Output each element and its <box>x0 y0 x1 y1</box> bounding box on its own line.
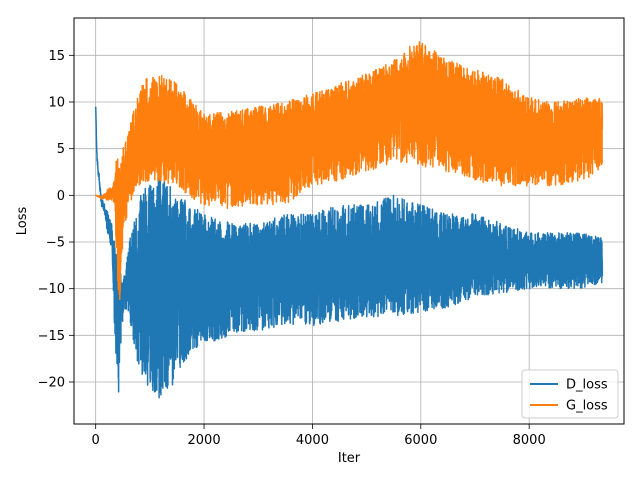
y-tick-label: −15 <box>38 329 65 344</box>
legend-label-d-loss: D_loss <box>566 378 608 393</box>
series-line-d-loss <box>94 106 604 399</box>
x-tick-label: 2000 <box>188 433 221 448</box>
x-tick-label: 4000 <box>296 433 329 448</box>
x-tick-label: 6000 <box>404 433 437 448</box>
y-axis-label: Loss <box>15 207 30 236</box>
series-line-g-loss <box>95 41 604 301</box>
x-axis-label: Iter <box>338 451 361 466</box>
y-tick-label: 15 <box>48 49 65 64</box>
y-tick-label: 0 <box>57 189 65 204</box>
series-lines <box>94 41 604 399</box>
legend: D_loss G_loss <box>521 369 619 419</box>
y-ticks: −20 −15 −10 −5 0 5 10 15 <box>38 49 74 391</box>
x-ticks: 0 2000 4000 6000 8000 <box>92 424 546 448</box>
x-tick-label: 0 <box>92 433 100 448</box>
y-tick-label: 5 <box>57 142 65 157</box>
y-tick-label: −20 <box>38 376 65 391</box>
plot-frame <box>73 17 625 425</box>
x-tick-label: 8000 <box>513 433 546 448</box>
y-tick-label: −10 <box>38 282 65 297</box>
y-tick-label: −5 <box>46 236 65 251</box>
legend-label-g-loss: G_loss <box>566 399 608 414</box>
y-tick-label: 10 <box>48 96 65 111</box>
